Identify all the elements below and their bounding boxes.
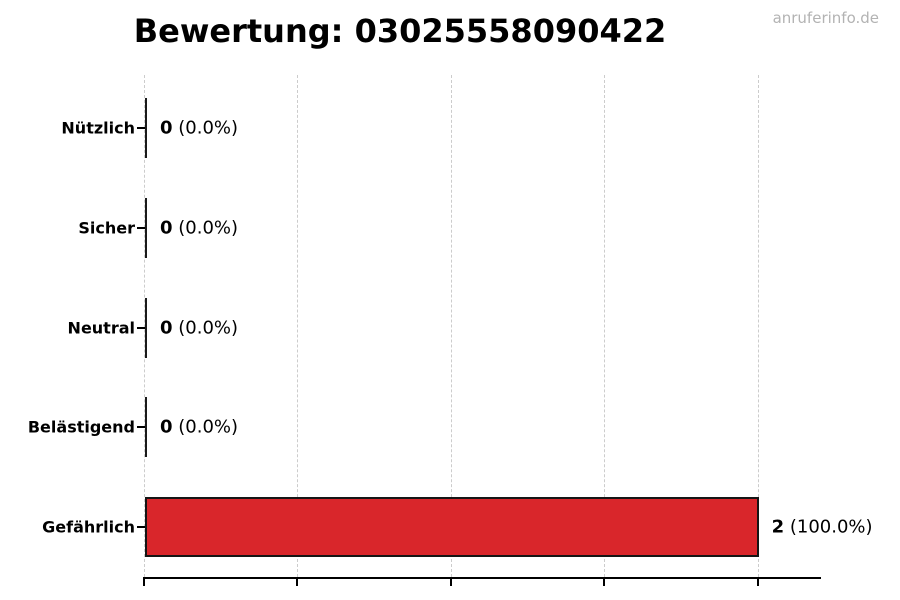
gridline [757,75,759,577]
bar-value-percent: (100.0%) [784,516,873,538]
bar [145,397,147,458]
x-axis-line [143,577,821,586]
bar-value-count: 0 [160,317,173,338]
bar-value-percent: (0.0%) [172,217,239,239]
gridline [144,75,145,577]
x-axis-tick [143,577,145,586]
y-axis-tick [137,127,145,129]
bar [145,98,147,158]
x-axis-tick [756,577,759,586]
bar-value-count: 0 [160,416,173,438]
bar-value-label: 0 (0.0%) [160,217,238,238]
bar [145,497,759,557]
category-label: Sicher [78,218,135,238]
bar-value-count: 2 [771,516,785,538]
y-axis-labels: Nützlich Sicher Neutral Belästigend Gefährli… [0,75,135,577]
chart-title: Bewertung: 03025558090422 [133,12,667,50]
category-label: Gefährlich [42,517,135,537]
gridline [604,75,606,577]
y-axis-tick [137,526,145,528]
y-axis-tick [137,426,145,429]
y-axis-tick [137,226,145,229]
gridline [297,75,299,577]
bar-value-label: 0 (0.0%) [160,317,238,338]
x-axis-tick [449,577,452,586]
bar-value-count: 0 [160,117,173,139]
category-label: Neutral [67,318,135,337]
category-label: Belästigend [27,417,135,437]
x-axis-tick [296,577,299,586]
bar-value-label: 0 (0.0%) [160,417,238,438]
watermark-anruferinfo: anruferinfo.de [772,9,879,27]
y-axis-tick [137,326,145,329]
bar [145,197,147,258]
bar-value-label: 2 (100.0%) [772,517,873,538]
bar-value-label: 0 (0.0%) [160,118,238,139]
category-label: Nützlich [61,118,135,138]
bar-value-percent: (0.0%) [172,117,239,139]
bar [145,297,147,358]
bar-value-percent: (0.0%) [172,416,239,438]
bar-value-count: 0 [160,217,173,239]
bar-value-percent: (0.0%) [172,317,239,338]
x-axis-tick [603,577,606,586]
gridline [450,75,452,577]
plot-area: 0 (0.0%) 0 (0.0%) 0 (0.0%) 0 (0.0%) 2 (100.0… [137,75,873,577]
